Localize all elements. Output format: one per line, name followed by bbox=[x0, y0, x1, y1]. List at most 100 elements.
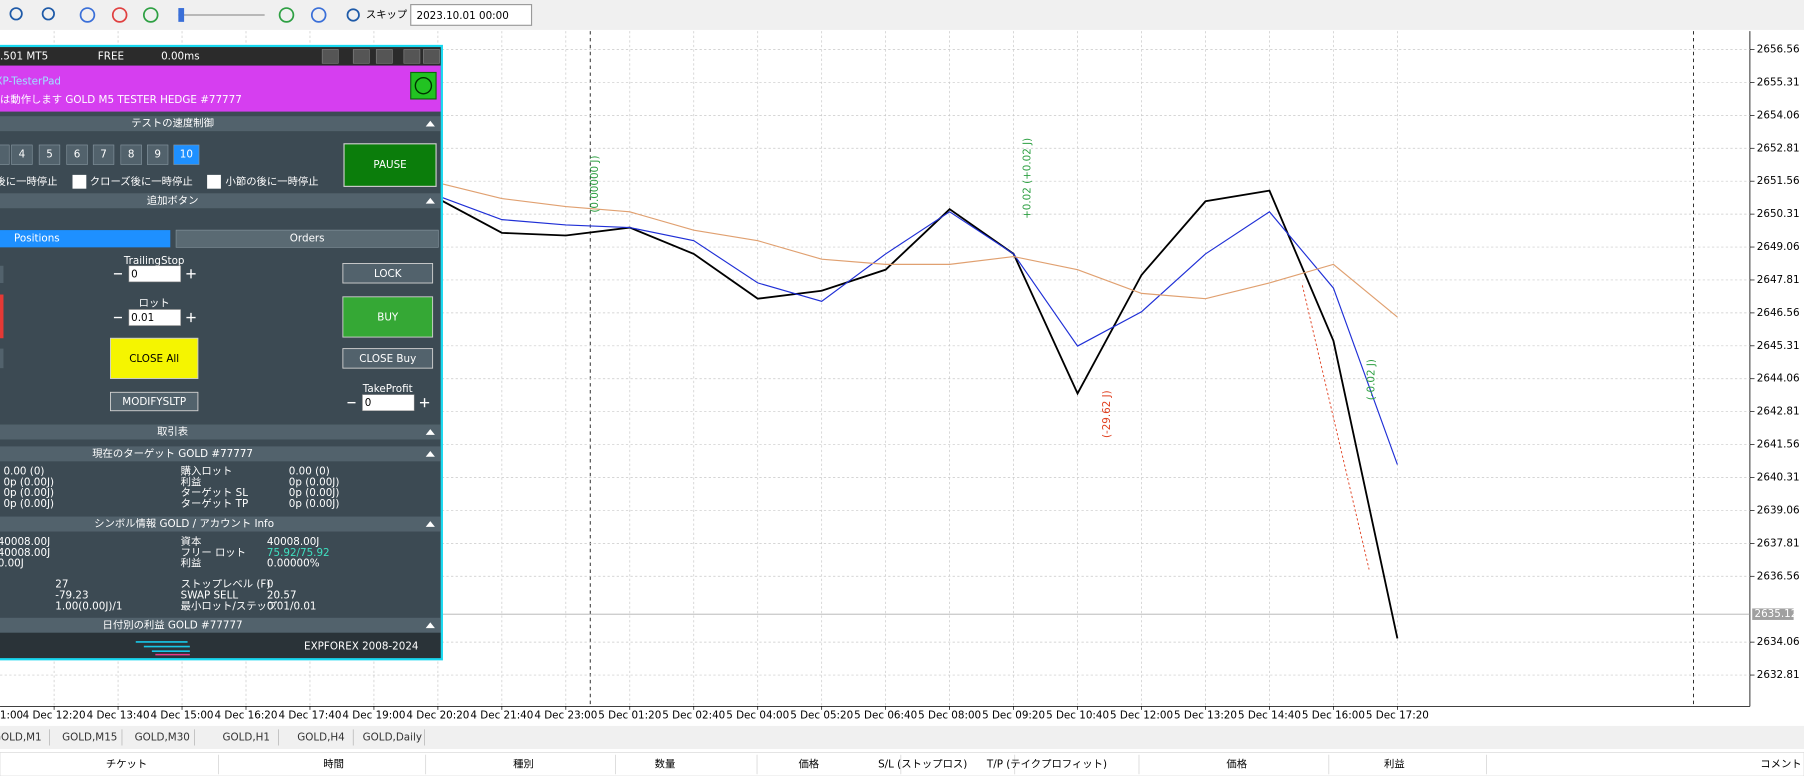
column-header[interactable]: 価格 bbox=[798, 757, 819, 770]
symbol-cell: 0.00000% bbox=[267, 558, 320, 570]
check-label[interactable]: 小節の後に一時停止 bbox=[226, 175, 319, 188]
left-sell-button[interactable] bbox=[0, 294, 4, 339]
title-button[interactable] bbox=[423, 49, 440, 64]
column-header[interactable]: T/P (テイクプロフィット) bbox=[986, 758, 1107, 770]
speed-button[interactable] bbox=[120, 144, 142, 165]
extra-section bbox=[0, 193, 441, 209]
title-button[interactable] bbox=[375, 49, 393, 64]
panel-header bbox=[0, 65, 441, 112]
title-button[interactable] bbox=[321, 49, 339, 64]
checkbox[interactable] bbox=[207, 174, 221, 189]
forward-button[interactable] bbox=[278, 7, 295, 23]
trade-section-title: 取引表 bbox=[157, 425, 188, 438]
speed-button[interactable] bbox=[92, 144, 115, 165]
spin-input[interactable] bbox=[128, 309, 181, 326]
trade-annotation: (-0.02 J) bbox=[1365, 359, 1377, 400]
speed-button[interactable] bbox=[38, 144, 61, 165]
speed-button[interactable] bbox=[11, 144, 33, 165]
speed-button-label[interactable]: 8 bbox=[128, 149, 135, 161]
orders-tab-label[interactable]: Orders bbox=[290, 233, 325, 245]
left-button[interactable] bbox=[0, 348, 4, 369]
column-header[interactable]: チケット bbox=[106, 758, 147, 770]
collapse-arrow[interactable] bbox=[425, 120, 435, 127]
spin-input[interactable] bbox=[128, 265, 181, 283]
symbol-tab[interactable]: GOLD,Daily bbox=[363, 731, 422, 743]
stop-button[interactable] bbox=[111, 7, 128, 23]
x-tick-label: 4 Dec 20:20 bbox=[406, 710, 469, 722]
close-all-button[interactable] bbox=[110, 337, 199, 379]
zoom-in[interactable] bbox=[9, 7, 23, 21]
symbol-cell: 利益 bbox=[181, 557, 202, 570]
speed-button[interactable] bbox=[173, 144, 200, 165]
skip-label[interactable]: スキップ bbox=[366, 9, 408, 21]
column-header[interactable]: 種別 bbox=[513, 757, 534, 770]
positions-tab-label[interactable]: Positions bbox=[14, 233, 60, 245]
zoom-out[interactable] bbox=[41, 7, 55, 21]
target-section-title: 現在のターゲット GOLD #77777 bbox=[92, 448, 253, 460]
lock-button-label[interactable]: LOCK bbox=[374, 268, 402, 280]
collapse-arrow[interactable] bbox=[425, 450, 435, 457]
symbol-tab[interactable]: GOLD,M1 bbox=[0, 731, 42, 743]
collapse-arrow[interactable] bbox=[425, 521, 435, 527]
symbol-tab[interactable]: GOLD,M30 bbox=[135, 731, 190, 743]
speed-button[interactable] bbox=[66, 144, 88, 165]
plus-button[interactable] bbox=[186, 312, 196, 323]
left-button[interactable] bbox=[0, 265, 4, 284]
column-header[interactable]: 数量 bbox=[655, 757, 676, 770]
close-all-button-label[interactable]: CLOSE All bbox=[129, 353, 179, 365]
collapse-arrow[interactable] bbox=[425, 622, 435, 629]
slider-thumb[interactable] bbox=[178, 8, 185, 22]
column-header[interactable]: S/L (ストップロス) bbox=[878, 758, 967, 770]
date-value[interactable]: 2023.10.01 00:00 bbox=[416, 10, 508, 22]
spin-input[interactable] bbox=[362, 394, 415, 412]
collapse-arrow[interactable] bbox=[425, 197, 435, 204]
pause-label[interactable]: PAUSE bbox=[373, 159, 406, 171]
speed-button-label[interactable]: 4 bbox=[19, 149, 26, 161]
rewind-button[interactable] bbox=[142, 7, 159, 23]
plus-button[interactable] bbox=[186, 269, 196, 279]
symbol-tab[interactable]: GOLD,H1 bbox=[222, 731, 270, 743]
spin-value[interactable]: 0 bbox=[131, 268, 138, 280]
close-buy-button-label[interactable]: CLOSE Buy bbox=[359, 353, 416, 365]
y-tick-label: 2647.81 bbox=[1757, 274, 1800, 286]
plus-button[interactable] bbox=[419, 398, 430, 408]
pause-button[interactable] bbox=[343, 143, 437, 187]
step-button[interactable] bbox=[310, 7, 327, 23]
spin-value[interactable]: 0 bbox=[365, 397, 372, 409]
checkbox[interactable] bbox=[72, 174, 87, 189]
speed-button-label[interactable]: 9 bbox=[154, 149, 161, 161]
speed-button[interactable] bbox=[0, 144, 10, 165]
pause-button[interactable] bbox=[79, 7, 96, 23]
speed-button-label[interactable]: 5 bbox=[46, 149, 53, 161]
spin-label: ロット bbox=[139, 298, 170, 310]
title-button[interactable] bbox=[352, 49, 370, 64]
close-buy-button[interactable] bbox=[342, 348, 434, 369]
column-header[interactable]: 価格 bbox=[1226, 757, 1247, 770]
skip-icon[interactable] bbox=[346, 8, 360, 22]
speed-button-label[interactable]: 7 bbox=[100, 149, 107, 161]
speed-button[interactable] bbox=[146, 144, 169, 165]
modify-button-label[interactable]: MODIFYSLTP bbox=[122, 396, 186, 408]
check-label[interactable]: クローズ後に一時停止 bbox=[90, 175, 193, 188]
buy-button[interactable] bbox=[342, 296, 434, 338]
symbol-cell: 0 bbox=[267, 578, 274, 590]
title-button[interactable] bbox=[403, 49, 421, 64]
symbol-tab[interactable]: GOLD,M15 bbox=[62, 731, 117, 743]
current-price-tag bbox=[1752, 608, 1794, 620]
positions-tab[interactable] bbox=[0, 230, 171, 248]
spin-value[interactable]: 0.01 bbox=[131, 312, 154, 324]
column-header[interactable]: コメント bbox=[1760, 758, 1801, 770]
column-header[interactable]: 利益 bbox=[1384, 757, 1405, 770]
column-header[interactable]: 時間 bbox=[323, 758, 344, 770]
buy-button-label[interactable]: BUY bbox=[377, 312, 399, 324]
lock-button[interactable] bbox=[342, 263, 434, 284]
date-box[interactable] bbox=[410, 4, 533, 26]
speed-button-label[interactable]: 6 bbox=[74, 149, 81, 161]
orders-tab[interactable] bbox=[175, 229, 439, 248]
symbol-tab[interactable]: GOLD,H4 bbox=[297, 731, 345, 743]
collapse-arrow[interactable] bbox=[425, 429, 435, 435]
modify-button[interactable] bbox=[110, 391, 199, 412]
speed-button-label[interactable]: 10 bbox=[180, 149, 193, 161]
footer-label: EXPFOREX 2008-2024 bbox=[304, 641, 418, 653]
